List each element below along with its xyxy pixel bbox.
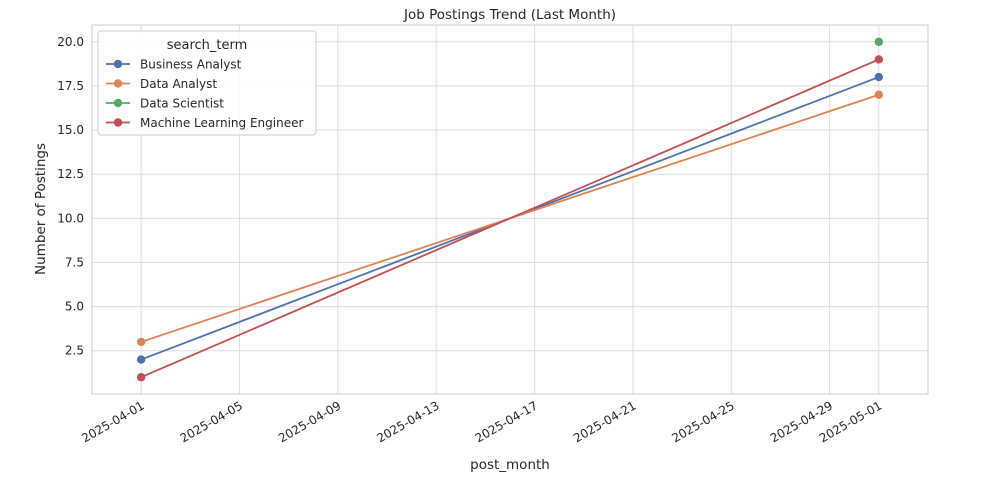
legend-label-data-scientist: Data Scientist bbox=[140, 97, 224, 111]
y-tick-label: 2.5 bbox=[65, 344, 84, 358]
x-tick-label: 2025-04-09 bbox=[276, 398, 343, 445]
x-tick-label: 2025-04-01 bbox=[79, 398, 146, 445]
series-line-machine-learning-engineer bbox=[140, 58, 880, 379]
chart-title: Job Postings Trend (Last Month) bbox=[403, 7, 616, 23]
legend-label-data-analyst: Data Analyst bbox=[140, 77, 217, 91]
data-point-data-scientist bbox=[874, 37, 884, 46]
data-point-data-analyst bbox=[874, 90, 884, 99]
legend-marker-machine-learning-engineer bbox=[113, 118, 123, 127]
legend-marker-data-scientist bbox=[113, 98, 123, 108]
data-point-machine-learning-engineer bbox=[874, 55, 884, 64]
x-tick-label: 2025-04-25 bbox=[669, 398, 736, 445]
x-tick-label: 2025-04-13 bbox=[374, 398, 441, 445]
y-axis-title: Number of Postings bbox=[33, 143, 49, 275]
x-tick-label: 2025-04-17 bbox=[473, 398, 540, 445]
y-tick-label: 12.5 bbox=[57, 167, 84, 181]
series-layer bbox=[136, 37, 884, 382]
plot-frame bbox=[91, 24, 929, 395]
legend-label-machine-learning-engineer: Machine Learning Engineer bbox=[140, 116, 303, 130]
data-point-data-analyst bbox=[136, 337, 146, 347]
legend-items: Business Analyst Data Analyst Data Scienti… bbox=[106, 58, 303, 130]
y-tick-labels: 2.5 5.0 7.5 10.0 12.5 15.0 17.5 20.0 bbox=[57, 35, 84, 358]
legend-title: search_term bbox=[167, 38, 248, 53]
x-tick-label: 2025-04-21 bbox=[571, 398, 638, 445]
y-tick-label: 10.0 bbox=[57, 211, 84, 225]
x-axis-title: post_month bbox=[470, 457, 550, 473]
x-tick-labels: 2025-04-01 2025-04-05 2025-04-09 2025-04-13… bbox=[79, 398, 884, 445]
y-tick-label: 20.0 bbox=[57, 35, 84, 49]
data-point-business-analyst bbox=[136, 355, 146, 364]
legend-marker-data-analyst bbox=[113, 79, 123, 88]
y-tick-label: 7.5 bbox=[65, 255, 84, 269]
y-tick-label: 17.5 bbox=[57, 79, 84, 93]
x-tick-label: 2025-04-05 bbox=[178, 398, 245, 445]
y-tick-label: 15.0 bbox=[57, 123, 84, 137]
legend-marker-business-analyst bbox=[113, 59, 123, 69]
y-tick-label: 5.0 bbox=[65, 300, 84, 314]
data-point-machine-learning-engineer bbox=[136, 373, 146, 382]
legend: search_term Business Analyst Data Analyst… bbox=[97, 30, 317, 136]
legend-box bbox=[97, 30, 317, 136]
data-point-business-analyst bbox=[874, 72, 884, 82]
legend-label-business-analyst: Business Analyst bbox=[140, 58, 242, 72]
